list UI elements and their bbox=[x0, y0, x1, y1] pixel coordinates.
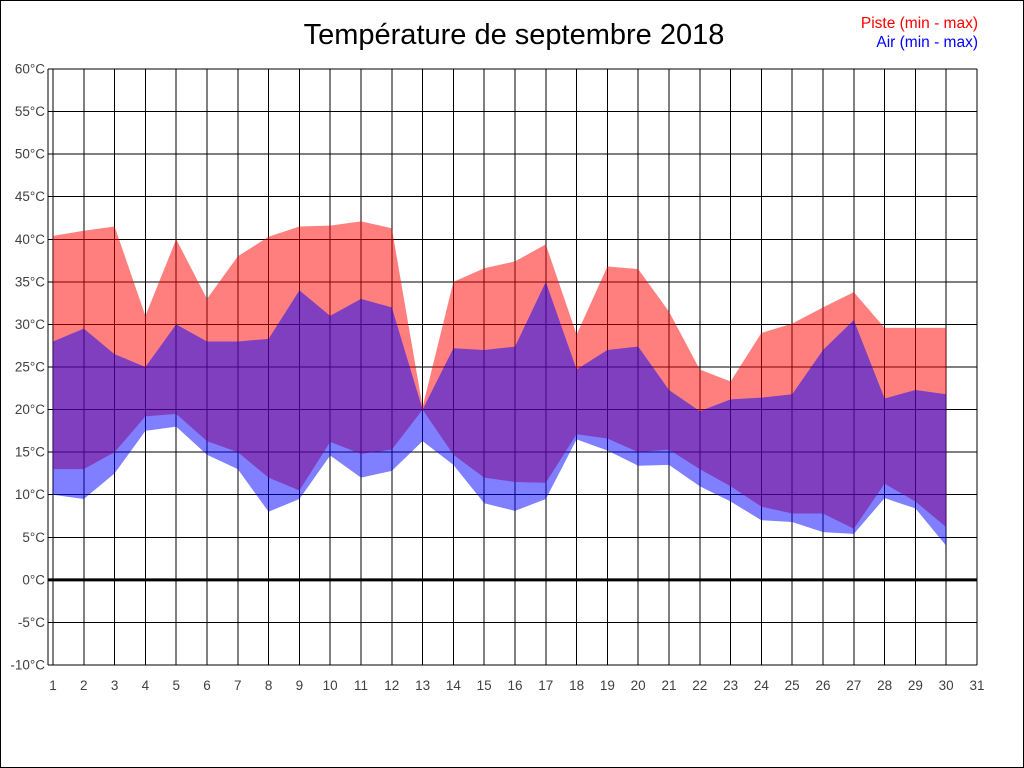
x-tick-label: 23 bbox=[723, 678, 738, 693]
x-tick-label: 4 bbox=[142, 678, 150, 693]
y-tick-label: 15°C bbox=[15, 445, 45, 460]
x-tick-label: 8 bbox=[265, 678, 273, 693]
x-tick-label: 9 bbox=[296, 678, 304, 693]
x-tick-label: 10 bbox=[323, 678, 338, 693]
x-tick-label: 5 bbox=[172, 678, 180, 693]
x-tick-label: 16 bbox=[507, 678, 522, 693]
x-tick-label: 19 bbox=[600, 678, 615, 693]
x-tick-label: 28 bbox=[877, 678, 892, 693]
x-tick-label: 25 bbox=[785, 678, 800, 693]
y-tick-label: 10°C bbox=[15, 487, 45, 502]
x-tick-label: 31 bbox=[969, 678, 984, 693]
x-tick-label: 7 bbox=[234, 678, 242, 693]
y-tick-label: 25°C bbox=[15, 360, 45, 375]
y-tick-label: 50°C bbox=[15, 147, 45, 162]
x-tick-label: 24 bbox=[754, 678, 770, 693]
x-tick-label: 26 bbox=[815, 678, 830, 693]
x-tick-label: 13 bbox=[415, 678, 430, 693]
chart-title: Température de septembre 2018 bbox=[304, 19, 725, 51]
y-tick-label: 35°C bbox=[15, 274, 45, 289]
y-tick-label: 30°C bbox=[15, 317, 45, 332]
y-tick-label: -10°C bbox=[10, 658, 45, 673]
x-tick-label: 27 bbox=[846, 678, 861, 693]
x-tick-label: 29 bbox=[908, 678, 923, 693]
x-tick-label: 6 bbox=[203, 678, 211, 693]
x-tick-label: 21 bbox=[661, 678, 676, 693]
x-tick-label: 1 bbox=[49, 678, 57, 693]
legend-piste-label: Piste (min - max) bbox=[861, 15, 978, 32]
y-tick-label: -5°C bbox=[18, 615, 45, 630]
x-tick-label: 30 bbox=[939, 678, 954, 693]
x-tick-label: 14 bbox=[446, 678, 462, 693]
y-tick-label: 5°C bbox=[22, 530, 45, 545]
y-tick-label: 45°C bbox=[15, 189, 45, 204]
y-tick-label: 60°C bbox=[15, 62, 45, 77]
y-tick-label: 20°C bbox=[15, 402, 45, 417]
x-tick-label: 15 bbox=[477, 678, 492, 693]
y-tick-label: 40°C bbox=[15, 232, 45, 247]
x-tick-label: 17 bbox=[538, 678, 553, 693]
x-tick-label: 18 bbox=[569, 678, 584, 693]
x-tick-label: 2 bbox=[80, 678, 88, 693]
x-tick-label: 22 bbox=[692, 678, 707, 693]
legend-air-label: Air (min - max) bbox=[876, 34, 978, 51]
x-tick-label: 11 bbox=[354, 678, 368, 693]
y-axis-labels: 60°C 55°C 50°C 45°C 40°C 35°C 30°C 25°C 20°C 15°C… bbox=[10, 62, 45, 673]
x-axis-labels: 1 2 3 4 5 6 7 8 9 10 11 12 13 14 15 16 17 18 19 20 21 22 23 24 2… bbox=[49, 678, 984, 693]
x-tick-label: 12 bbox=[384, 678, 399, 693]
x-tick-label: 20 bbox=[631, 678, 646, 693]
x-tick-label: 3 bbox=[111, 678, 119, 693]
air-band bbox=[53, 281, 947, 546]
y-tick-label: 0°C bbox=[22, 572, 45, 587]
y-tick-label: 55°C bbox=[15, 104, 45, 119]
